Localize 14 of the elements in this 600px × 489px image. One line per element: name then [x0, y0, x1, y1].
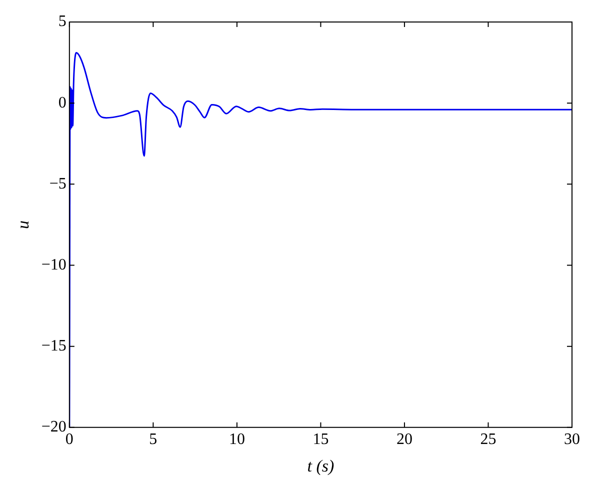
x-tick-label: 25	[480, 431, 496, 448]
y-tick-label: 0	[58, 94, 66, 112]
y-tick-label: −15	[41, 338, 66, 355]
x-axis-title: t (s)	[307, 456, 334, 476]
x-tick-label: 5	[149, 431, 158, 448]
x-tick-label: 20	[396, 431, 412, 448]
y-tick-label: −20	[41, 418, 66, 436]
y-tick-label: −10	[41, 256, 66, 274]
x-tick-label: 15	[312, 431, 329, 448]
y-tick-label: −5	[49, 175, 66, 192]
x-tick-label: 10	[228, 431, 245, 448]
y-tick-label: 5	[58, 13, 66, 30]
x-tick-label: 30	[564, 431, 580, 448]
y-axis-title: u	[14, 220, 33, 229]
